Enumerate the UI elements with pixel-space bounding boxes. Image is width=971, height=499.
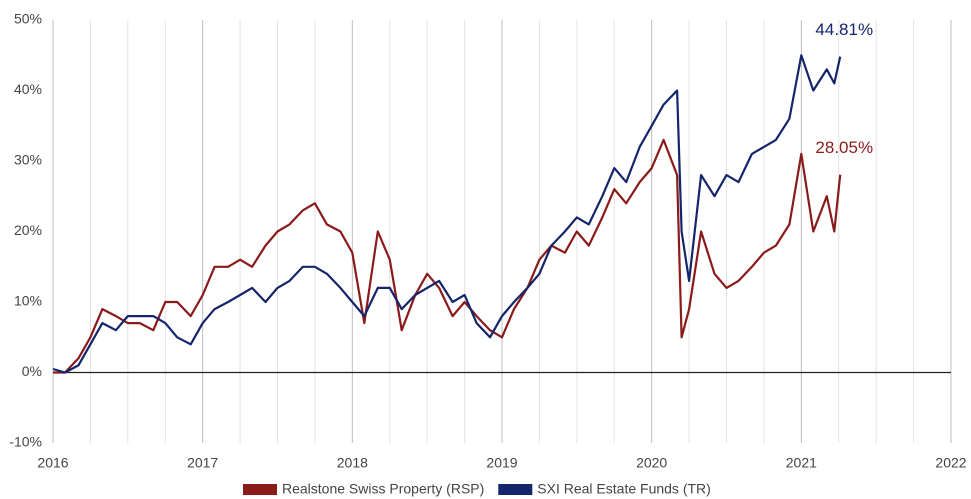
x-tick-label: 2016 [37,455,68,471]
legend-swatch [498,484,533,495]
series-line [53,138,842,374]
y-tick-label: -10% [9,434,42,450]
y-tick-label: 30% [14,152,42,168]
y-tick-label: 50% [14,11,42,27]
legend-label: SXI Real Estate Funds (TR) [537,481,711,497]
y-tick-label: 40% [14,81,42,97]
end-label: 44.81% [815,20,873,39]
x-tick-label: 2019 [486,455,517,471]
x-tick-label: 2022 [935,455,966,471]
x-tick-label: 2017 [187,455,218,471]
y-tick-label: 0% [22,363,42,379]
x-tick-label: 2020 [636,455,667,471]
end-label: 28.05% [815,138,873,157]
x-tick-label: 2018 [337,455,368,471]
series-line [52,54,842,374]
legend-swatch [243,484,277,495]
y-tick-label: 10% [14,293,42,309]
y-tick-label: 20% [14,222,42,238]
legend-label: Realstone Swiss Property (RSP) [282,481,484,497]
x-tick-label: 2021 [786,455,817,471]
